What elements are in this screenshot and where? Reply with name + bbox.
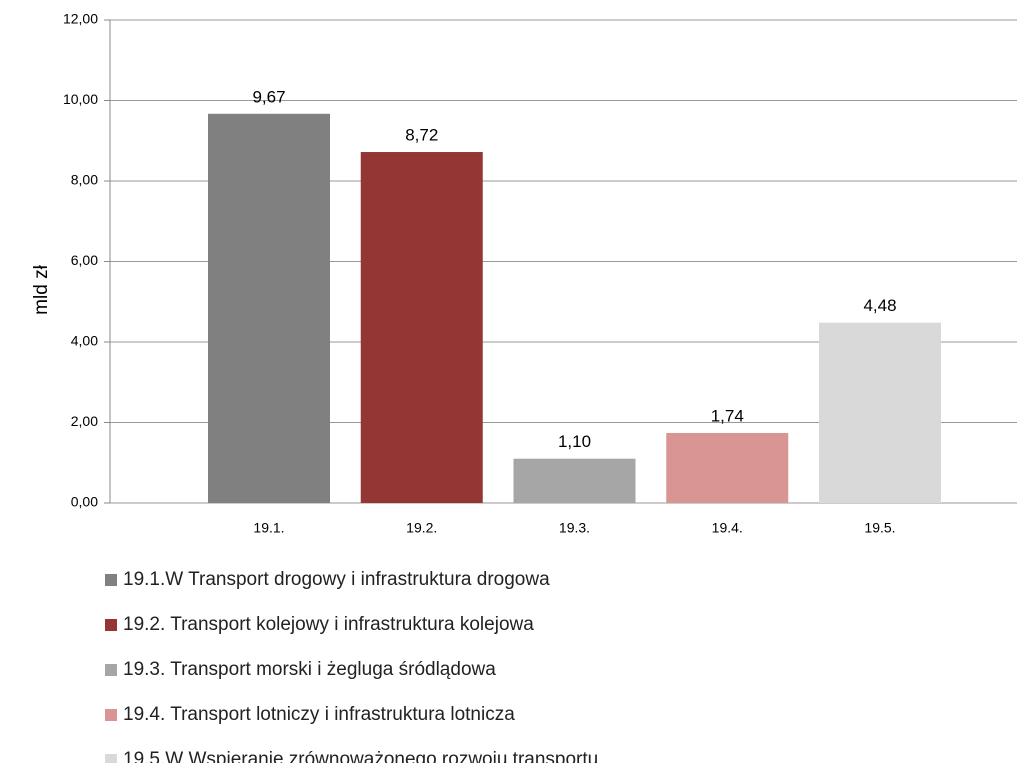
value-label: 4,48 [863,296,896,315]
value-label: 8,72 [405,126,438,145]
bar [360,152,483,503]
x-tick-label: 19.3. [559,520,590,536]
legend-label: 19.4. Transport lotniczy i infrastruktur… [123,704,515,725]
y-tick-label: 4,00 [71,333,98,349]
x-tick-label: 19.1. [253,520,284,536]
legend-label: 19.2. Transport kolejowy i infrastruktur… [123,614,534,635]
legend-swatch [105,619,117,631]
y-tick-label: 6,00 [71,252,98,268]
value-label: 1,74 [711,406,744,425]
legend-label: 19.1.W Transport drogowy i infrastruktur… [123,569,550,590]
x-tick-label: 19.4. [712,520,743,536]
legend-label: 19.5.W Wspieranie zrównoważonego rozwoju… [123,749,598,763]
y-tick-label: 12,00 [63,11,98,27]
y-tick-label: 8,00 [71,172,98,188]
legend-swatch [105,664,117,676]
value-label: 9,67 [252,87,285,106]
value-label: 1,10 [558,432,591,451]
x-tick-label: 19.2. [406,520,437,536]
bar [208,113,330,503]
bar [819,322,941,503]
legend-label: 19.3. Transport morski i żegluga śródląd… [123,659,496,680]
bar [666,432,789,503]
bar [513,458,636,503]
legend-swatch [105,709,117,721]
y-tick-label: 2,00 [71,413,98,429]
y-tick-label: 10,00 [63,91,98,107]
legend-swatch [105,754,117,763]
y-tick-label: 0,00 [71,494,98,510]
legend-swatch [105,574,117,586]
x-tick-label: 19.5. [864,520,895,536]
y-axis-label: mld zł [31,264,52,314]
